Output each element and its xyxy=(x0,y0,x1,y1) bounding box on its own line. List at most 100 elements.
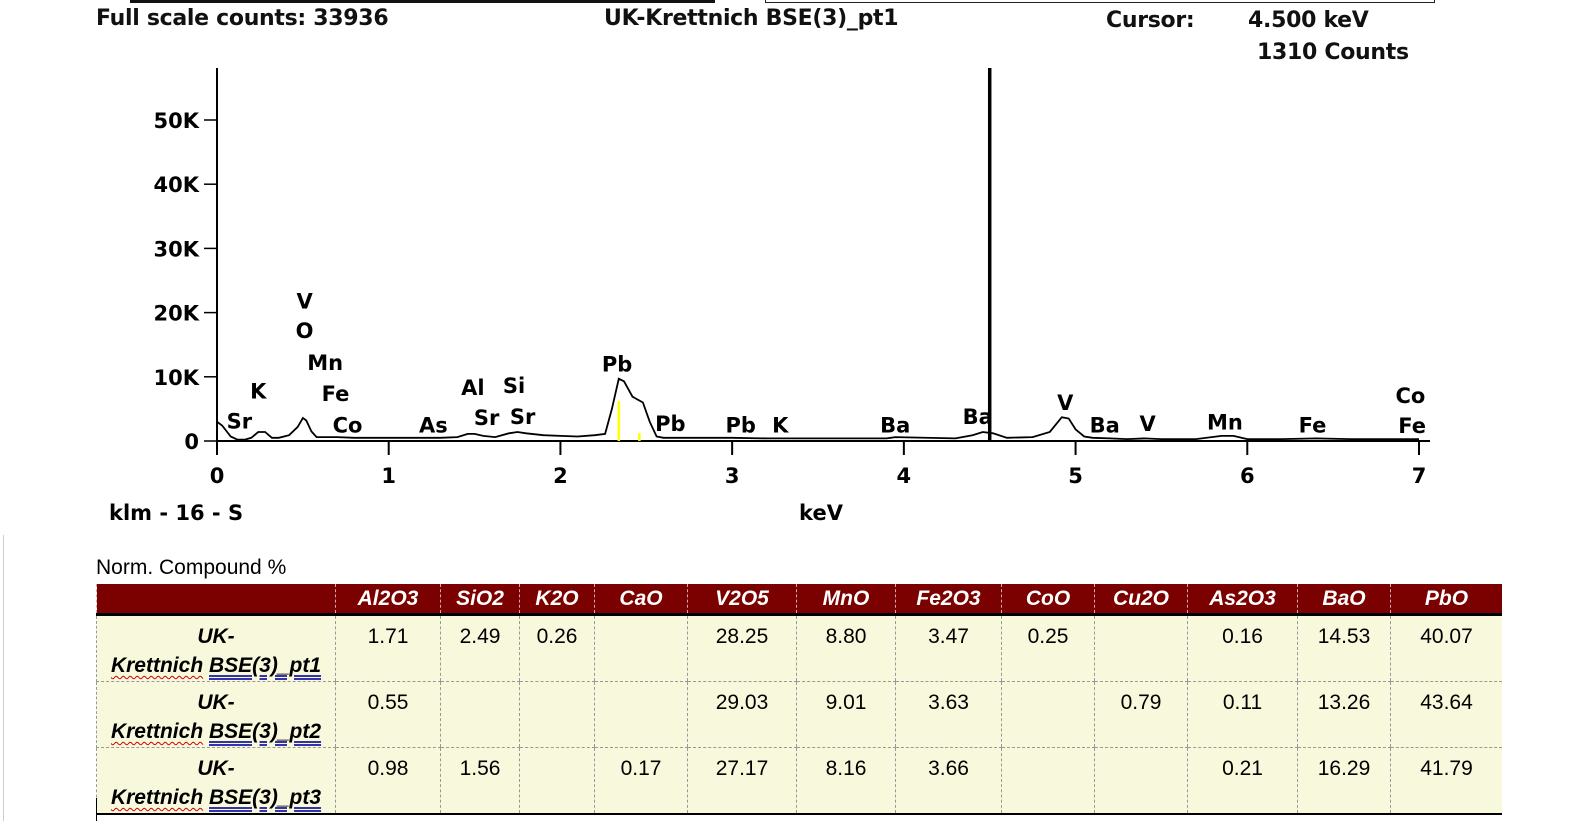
peak-label-mn: Mn xyxy=(307,351,343,375)
cell-bao: 14.53 xyxy=(1297,613,1391,682)
peak-label-fe: Fe xyxy=(1398,414,1426,438)
peak-label-v: V xyxy=(1140,412,1157,436)
row-label: UK- Krettnich BSE(3)_pt3 xyxy=(96,747,336,815)
peak-label-as: As xyxy=(419,413,448,437)
column-header-bao: BaO xyxy=(1297,584,1391,615)
top-decoration-box xyxy=(765,0,1435,3)
header-sample xyxy=(96,584,336,615)
cell-sio2: 1.56 xyxy=(440,747,520,815)
peak-label-k: K xyxy=(772,413,789,437)
column-header-cao: CaO xyxy=(594,584,688,615)
peak-label-k: K xyxy=(250,379,267,403)
column-header-pbo: PbO xyxy=(1390,584,1502,615)
cell-bao: 16.29 xyxy=(1297,747,1391,815)
column-header-mno: MnO xyxy=(796,584,896,615)
table-caption: Norm. Compound % xyxy=(96,556,287,579)
cell-sio2 xyxy=(440,681,520,748)
peak-label-co: Co xyxy=(333,413,363,437)
peak-label-ba: Ba xyxy=(880,413,910,437)
peak-label-pb: Pb xyxy=(655,412,685,436)
cell-al2o3: 0.55 xyxy=(335,681,441,748)
x-tick-label: 5 xyxy=(1068,464,1083,488)
y-tick-label: 50K xyxy=(154,109,200,133)
cell-coo xyxy=(1001,681,1095,748)
cursor-counts: 1310 Counts xyxy=(1257,40,1409,65)
full-scale-counts: Full scale counts: 33936 xyxy=(96,6,389,31)
cell-mno: 8.80 xyxy=(796,613,896,682)
peak-label-fe: Fe xyxy=(1299,413,1327,437)
column-header-al2o3: Al2O3 xyxy=(335,584,441,615)
x-tick-label: 0 xyxy=(210,464,225,488)
peak-label-ba: Ba xyxy=(963,405,993,429)
row-label-prefix: UK- xyxy=(197,691,235,714)
page-margin-line-bottom xyxy=(96,798,97,821)
row-label-prefix: UK- xyxy=(197,757,235,780)
x-tick-label: 3 xyxy=(725,464,740,488)
peak-label-mn: Mn xyxy=(1207,411,1243,435)
column-header-fe2o3: Fe2O3 xyxy=(895,584,1002,615)
cell-as2o3: 0.16 xyxy=(1187,613,1298,682)
cell-al2o3: 1.71 xyxy=(335,613,441,682)
compound-table: Al2O3 SiO2 K2O CaO V2O5 MnO Fe2O3 CoO Cu2O As2O3 B… xyxy=(96,584,1502,815)
cell-v2o5: 28.25 xyxy=(687,613,797,682)
column-header-as2o3: As2O3 xyxy=(1187,584,1298,615)
cell-fe2o3: 3.47 xyxy=(895,613,1002,682)
cell-al2o3: 0.98 xyxy=(335,747,441,815)
cell-as2o3: 0.21 xyxy=(1187,747,1298,815)
peak-label-ba: Ba xyxy=(1090,413,1120,437)
cell-mno: 8.16 xyxy=(796,747,896,815)
peak-label-co: Co xyxy=(1395,384,1425,408)
peak-label-v: V xyxy=(1057,391,1074,415)
cell-cao xyxy=(594,681,688,748)
row-label-prefix: UK- xyxy=(197,625,235,648)
column-header-sio2: SiO2 xyxy=(440,584,520,615)
cell-bao: 13.26 xyxy=(1297,681,1391,748)
cell-pbo: 43.64 xyxy=(1390,681,1502,748)
table-row: UK- Krettnich BSE(3)_pt2 0.55 29.03 9.01 3.63… xyxy=(96,681,1502,748)
row-label-point: BSE(3)_pt3 xyxy=(209,786,322,809)
column-header-k2o: K2O xyxy=(519,584,595,615)
cell-cao: 0.17 xyxy=(594,747,688,815)
row-label: UK- Krettnich BSE(3)_pt2 xyxy=(96,681,336,748)
row-label-point: BSE(3)_pt1 xyxy=(209,654,322,677)
row-label-site: Krettnich xyxy=(110,786,204,809)
table-header-row: Al2O3 SiO2 K2O CaO V2O5 MnO Fe2O3 CoO Cu2O As2O3 B… xyxy=(96,584,1502,615)
peak-label-sr: Sr xyxy=(227,409,253,433)
cell-mno: 9.01 xyxy=(796,681,896,748)
spectrum-trace xyxy=(216,377,1419,441)
cell-pbo: 41.79 xyxy=(1390,747,1502,815)
cell-coo xyxy=(1001,747,1095,815)
cell-cao xyxy=(594,613,688,682)
cell-cu2o xyxy=(1094,747,1188,815)
top-decoration-bar xyxy=(130,0,715,3)
row-label-site: Krettnich xyxy=(110,654,204,677)
spectrum-footer-label: klm - 16 - S xyxy=(109,501,243,525)
peak-label-v: V xyxy=(296,289,313,313)
table-row: UK- Krettnich BSE(3)_pt1 1.71 2.49 0.26 28.25… xyxy=(96,613,1502,682)
y-tick-label: 10K xyxy=(154,366,200,390)
column-header-v2o5: V2O5 xyxy=(687,584,797,615)
y-tick-label: 0 xyxy=(184,430,199,454)
peak-label-fe: Fe xyxy=(322,382,350,406)
peak-label-pb: Pb xyxy=(602,352,632,376)
x-tick-label: 6 xyxy=(1240,464,1255,488)
y-tick-label: 20K xyxy=(154,302,200,326)
x-tick-label: 7 xyxy=(1412,464,1427,488)
peak-label-pb: Pb xyxy=(726,413,756,437)
peak-label-sr: Sr xyxy=(474,406,500,430)
cell-fe2o3: 3.66 xyxy=(895,747,1002,815)
cell-v2o5: 29.03 xyxy=(687,681,797,748)
cell-k2o xyxy=(519,747,595,815)
peak-label-sr: Sr xyxy=(510,405,536,429)
peak-label-al: Al xyxy=(461,376,484,400)
row-label: UK- Krettnich BSE(3)_pt1 xyxy=(96,613,336,682)
page-margin-line xyxy=(3,535,4,821)
cell-v2o5: 27.17 xyxy=(687,747,797,815)
cursor-energy: 4.500 keV xyxy=(1248,8,1369,33)
column-header-cu2o: Cu2O xyxy=(1094,584,1188,615)
cell-k2o: 0.26 xyxy=(519,613,595,682)
column-header-coo: CoO xyxy=(1001,584,1095,615)
cell-as2o3: 0.11 xyxy=(1187,681,1298,748)
cell-pbo: 40.07 xyxy=(1390,613,1502,682)
